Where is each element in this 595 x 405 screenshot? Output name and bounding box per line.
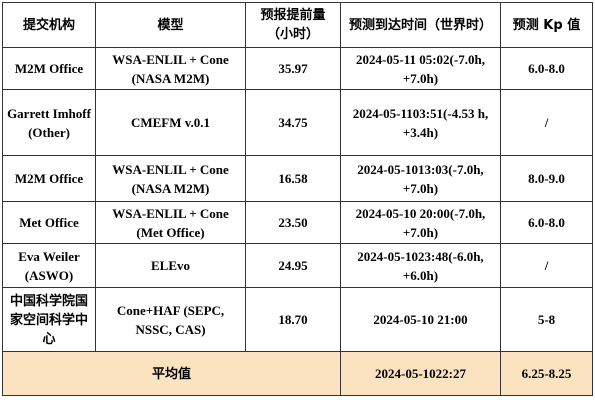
table-cell: 2024-05-10 21:00: [340, 287, 501, 352]
footer-cell: 2024-05-1022:27: [340, 351, 501, 396]
table-cell: WSA-ENLIL + Cone (NASA M2M): [95, 155, 246, 202]
table-cell: /: [500, 243, 593, 288]
table-cell: 24.95: [245, 243, 341, 288]
table-cell: 18.70: [245, 287, 341, 352]
table-cell: 2024-05-1023:48(-6.0h, +6.0h): [340, 243, 501, 288]
table-cell: 中国科学院国家空间科学中心: [2, 287, 96, 352]
table-cell: M2M Office: [2, 155, 96, 202]
header-cell: 预报提前量（小时）: [245, 2, 341, 48]
table-cell: 34.75: [245, 89, 341, 156]
table-cell: CMEFM v.0.1: [95, 89, 246, 156]
table-cell: Met Office: [2, 201, 96, 244]
table-cell: /: [500, 89, 593, 156]
table-row: Met Office WSA-ENLIL + Cone (Met Office) 2…: [2, 201, 593, 244]
table-row: Garrett Imhoff (Other) CMEFM v.0.1 34.75 20…: [2, 89, 593, 156]
table-cell: 23.50: [245, 201, 341, 244]
footer-cell: 6.25-8.25: [500, 351, 593, 396]
table-cell: Cone+HAF (SEPC, NSSC, CAS): [95, 287, 246, 352]
footer-cell: 平均值: [2, 351, 341, 396]
table-cell: 16.58: [245, 155, 341, 202]
table-cell: 6.0-8.0: [500, 47, 593, 90]
table-cell: 2024-05-10 20:00(-7.0h, +7.0h): [340, 201, 501, 244]
table-cell: ELEvo: [95, 243, 246, 288]
table-cell: 35.97: [245, 47, 341, 90]
forecast-table: 提交机构 模型 预报提前量（小时） 预测到达时间（世界时） 预测 Kp 值 M2M Of…: [2, 2, 593, 396]
header-row: 提交机构 模型 预报提前量（小时） 预测到达时间（世界时） 预测 Kp 值: [2, 2, 593, 48]
table-row: M2M Office WSA-ENLIL + Cone (NASA M2M) 16.…: [2, 155, 593, 202]
header-cell: 预测到达时间（世界时）: [340, 2, 501, 48]
table-cell: WSA-ENLIL + Cone (NASA M2M): [95, 47, 246, 90]
table-row: M2M Office WSA-ENLIL + Cone (NASA M2M) 35.…: [2, 47, 593, 90]
table-cell: M2M Office: [2, 47, 96, 90]
table-cell: 2024-05-1103:51(-4.53 h, +3.4h): [340, 89, 501, 156]
table-row: Eva Weiler (ASWO) ELEvo 24.95 2024-05-1023:…: [2, 243, 593, 288]
table-cell: 2024-05-11 05:02(-7.0h, +7.0h): [340, 47, 501, 90]
table-cell: WSA-ENLIL + Cone (Met Office): [95, 201, 246, 244]
table-cell: Eva Weiler (ASWO): [2, 243, 96, 288]
table-cell: Garrett Imhoff (Other): [2, 89, 96, 156]
table-cell: 2024-05-1013:03(-7.0h, +7.0h): [340, 155, 501, 202]
table-cell: 6.0-8.0: [500, 201, 593, 244]
header-cell: 模型: [95, 2, 246, 48]
table-cell: 5-8: [500, 287, 593, 352]
header-cell: 提交机构: [2, 2, 96, 48]
table-row: 中国科学院国家空间科学中心 Cone+HAF (SEPC, NSSC, CAS) 1…: [2, 287, 593, 352]
table-cell: 8.0-9.0: [500, 155, 593, 202]
footer-row: 平均值 2024-05-1022:27 6.25-8.25: [2, 351, 593, 396]
header-cell: 预测 Kp 值: [500, 2, 593, 48]
